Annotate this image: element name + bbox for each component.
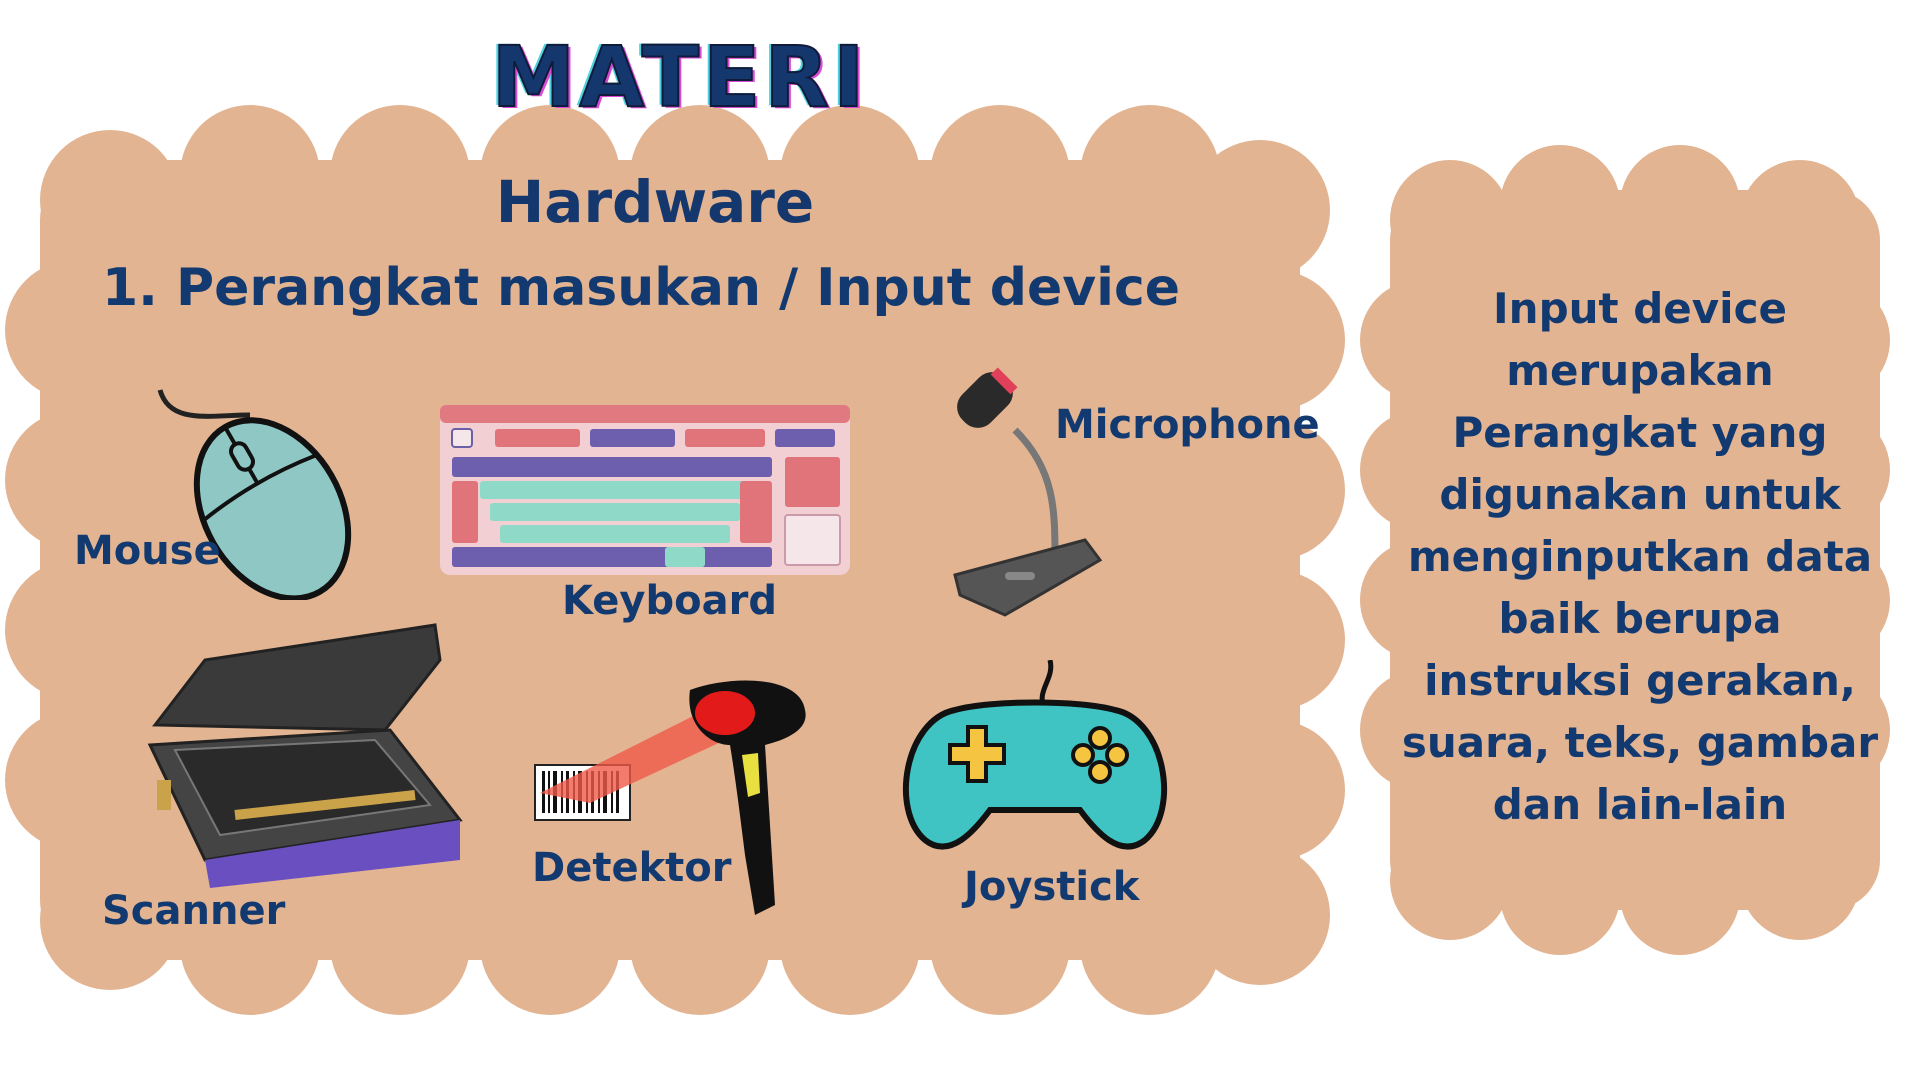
microphone-icon [953, 367, 1103, 617]
scanner-icon [147, 623, 463, 888]
device-label-joystick: Joystick [964, 864, 1140, 910]
device-label-detektor: Detektor [532, 845, 732, 891]
mouse-icon [157, 389, 352, 600]
keyboard-icon [440, 405, 850, 575]
page-title: MATERI [491, 27, 869, 127]
input-device-description: Input device merupakan Perangkat yang di… [1401, 284, 1879, 829]
gamepad-icon [902, 660, 1168, 850]
side-cloud-panel [1360, 145, 1890, 955]
barcode-scanner-icon [534, 680, 806, 915]
device-label-scanner: Scanner [102, 888, 286, 934]
device-label-microphone: Microphone [1055, 402, 1320, 448]
device-label-mouse: Mouse [74, 528, 221, 574]
section-subheading: 1. Perangkat masukan / Input device [102, 258, 1181, 318]
device-label-keyboard: Keyboard [562, 578, 777, 624]
section-heading: Hardware [495, 168, 815, 236]
